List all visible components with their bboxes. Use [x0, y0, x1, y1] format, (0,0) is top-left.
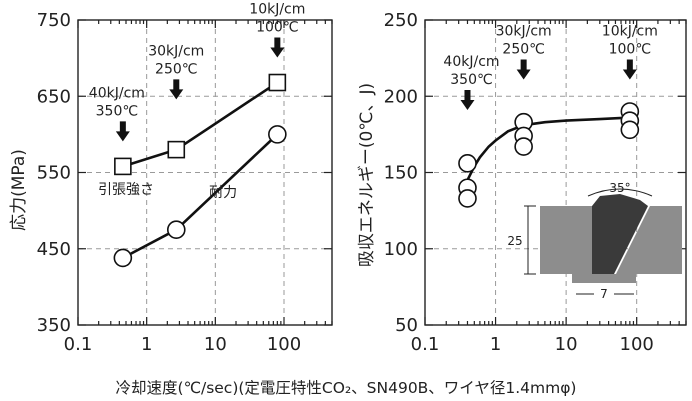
strength-annotation-arrow — [115, 121, 130, 142]
energy-y-tick-label: 250 — [384, 10, 418, 31]
yield-series-label: 耐力 — [209, 185, 237, 201]
energy-annotation-heat-input: 30kJ/cm — [496, 24, 552, 40]
strength-y-tick-label: 550 — [37, 163, 71, 184]
yield-data-point — [268, 125, 287, 144]
energy-annotation-temperature: 350℃ — [450, 72, 492, 88]
groove-angle-label: 35° — [609, 181, 630, 195]
groove-angle-arc — [587, 188, 653, 197]
tensile-data-point — [114, 157, 132, 176]
groove-gap-label: 7 — [600, 287, 608, 301]
strength-x-tick-label: 10 — [204, 334, 227, 355]
energy-y-tick-label: 200 — [384, 86, 418, 107]
strength-y-tick-label: 750 — [37, 10, 71, 31]
energy-annotation-arrow — [622, 59, 637, 80]
strength-annotation-temperature: 100℃ — [256, 19, 298, 35]
strength-annotation-arrow — [270, 37, 285, 58]
energy-y-tick-label: 100 — [384, 239, 418, 260]
energy-data-point — [620, 120, 640, 140]
yield-data-point — [166, 220, 186, 239]
strength-annotation-temperature: 250℃ — [155, 61, 197, 77]
energy-annotation-heat-input: 40kJ/cm — [443, 54, 499, 70]
energy-y-tick-label: 150 — [384, 163, 418, 184]
strength-y-tick-label: 650 — [37, 86, 71, 107]
yield-data-point — [113, 248, 133, 268]
strength-chart: 0.1 1 10 100 350 450 550 650 750 40kJ/cm 350℃ 30kJ/… — [37, 1, 333, 355]
strength-y-tick-label: 450 — [37, 239, 71, 260]
energy-x-tick-label: 10 — [555, 334, 578, 355]
energy-annotation-temperature: 250℃ — [502, 42, 544, 58]
energy-y-axis-label: 吸収エネルギー(0℃、J) — [357, 83, 377, 267]
energy-x-tick-label: 1 — [490, 334, 501, 355]
strength-annotation-heat-input: 30kJ/cm — [148, 43, 204, 59]
groove-inset: 35° 25 7 — [507, 181, 682, 301]
energy-x-tick-label: 100 — [620, 334, 654, 355]
tensile-series-line — [122, 81, 279, 168]
strength-x-tick-label: 100 — [267, 334, 301, 355]
energy-data-point — [458, 189, 477, 208]
energy-y-tick-label: 50 — [395, 315, 418, 336]
strength-y-tick-label: 350 — [37, 315, 71, 336]
groove-height-label: 25 — [507, 234, 522, 248]
groove-right-plate — [616, 206, 682, 274]
groove-backing-strip — [572, 274, 636, 283]
energy-chart: 0.1 1 10 100 50 100 150 200 250 40kJ/cm 350℃ 30kJ/c… — [384, 10, 687, 355]
strength-annotation-temperature: 350℃ — [96, 103, 138, 119]
groove-weld-metal — [592, 194, 648, 274]
energy-data-point — [514, 137, 533, 156]
strength-annotation-heat-input: 40kJ/cm — [89, 85, 145, 101]
energy-annotation-temperature: 100℃ — [609, 42, 651, 58]
energy-data-point — [458, 154, 477, 173]
tensile-data-point — [268, 73, 287, 92]
tensile-series-label: 引張強さ — [98, 182, 154, 198]
groove-left-plate — [540, 206, 592, 274]
strength-annotation-arrow — [169, 79, 184, 100]
x-axis-caption: 冷却速度(℃/sec)(定電圧特性CO₂、SN490B、ワイヤ径1.4mmφ) — [116, 379, 577, 397]
energy-x-tick-label: 0.1 — [411, 334, 440, 355]
strength-annotation-heat-input: 10kJ/cm — [249, 1, 305, 17]
energy-annotation-arrow — [516, 59, 531, 80]
tensile-data-point — [167, 140, 186, 159]
energy-fit-curve — [466, 116, 630, 181]
energy-annotation-arrow — [460, 90, 475, 111]
energy-annotation-heat-input: 10kJ/cm — [602, 24, 658, 40]
strength-y-axis-label: 応力(MPa) — [9, 149, 29, 231]
strength-x-tick-label: 0.1 — [64, 334, 93, 355]
strength-x-tick-label: 1 — [141, 334, 152, 355]
